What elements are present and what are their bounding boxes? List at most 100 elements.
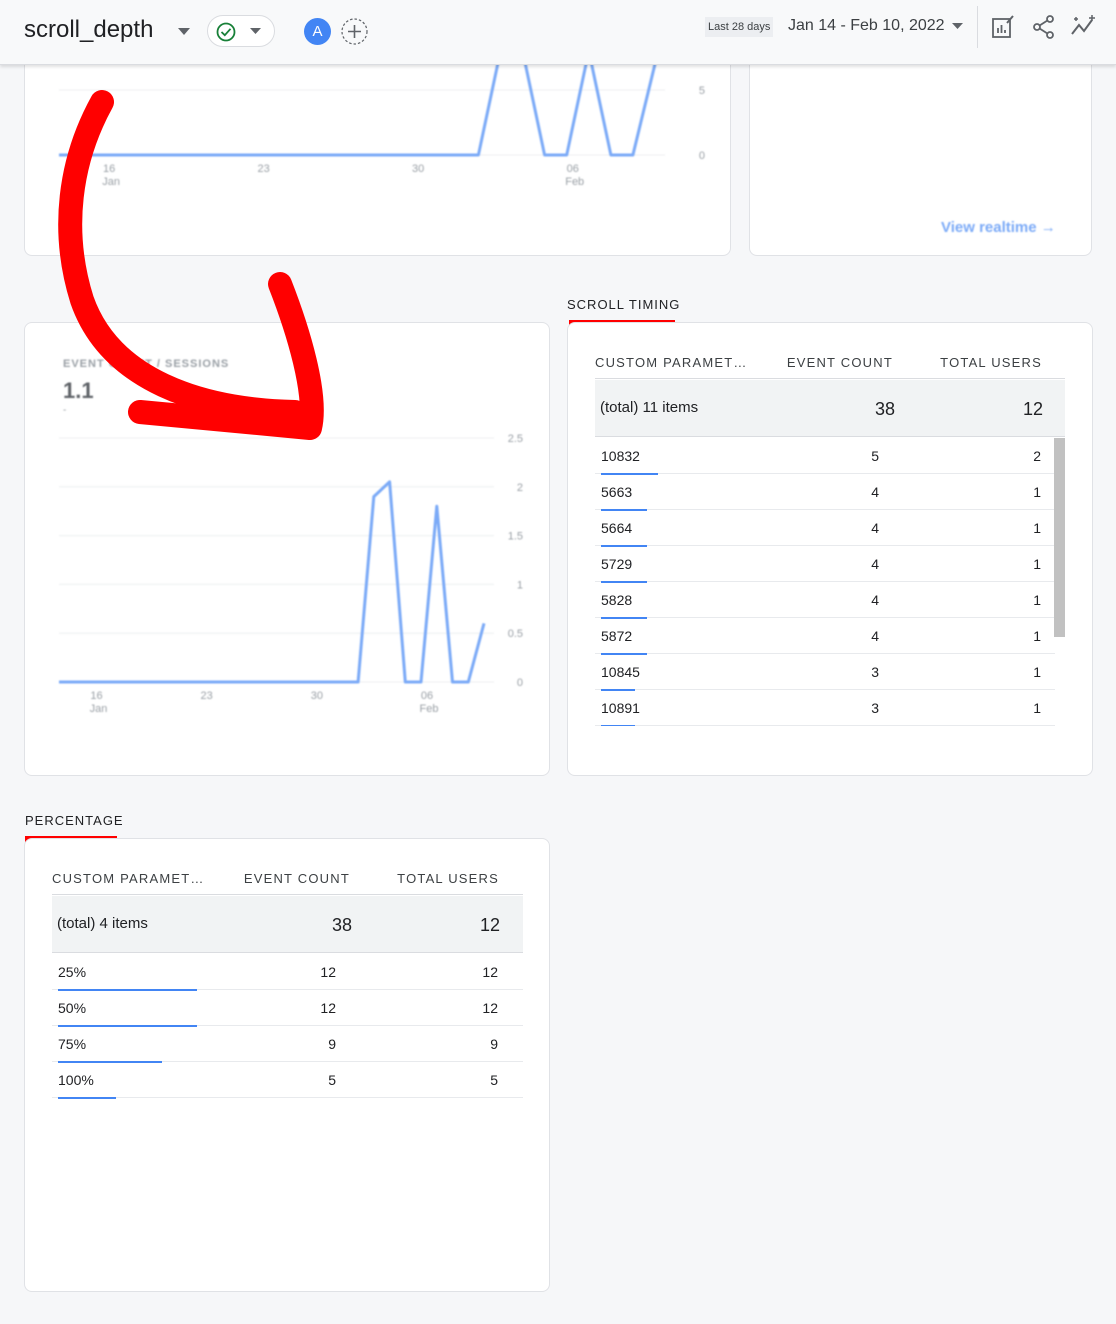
- table-header: CUSTOM PARAMET… EVENT COUNT TOTAL USERS: [595, 323, 1065, 379]
- metric-subtext: -: [63, 405, 67, 416]
- param-value[interactable]: 100%: [58, 1072, 94, 1088]
- total-label: (total) 11 items: [600, 399, 699, 416]
- table-row[interactable]: 75% 9 9: [52, 1026, 523, 1063]
- total-users-value: 1: [1033, 664, 1041, 680]
- total-users-value: 12: [482, 964, 498, 980]
- table-scrollbar[interactable]: [1054, 438, 1065, 637]
- avatar[interactable]: A: [304, 18, 331, 45]
- total-users-value: 1: [1033, 628, 1041, 644]
- x-tick-month: Feb: [420, 703, 439, 715]
- column-header-event-count[interactable]: EVENT COUNT: [243, 871, 350, 886]
- report-title: scroll_depth: [24, 16, 154, 43]
- status-dropdown[interactable]: [207, 15, 275, 47]
- event-count-value: 5: [871, 448, 879, 464]
- total-users-value: 1: [1033, 700, 1041, 716]
- table-row[interactable]: 50% 12 12: [52, 990, 523, 1027]
- table-row[interactable]: 5828 4 1: [595, 582, 1055, 619]
- view-realtime-label: View realtime: [941, 219, 1037, 236]
- metric-value: 1.1: [63, 378, 94, 403]
- event-count-value: 12: [320, 964, 336, 980]
- scroll-timing-card: CUSTOM PARAMET… EVENT COUNT TOTAL USERS (to…: [567, 322, 1093, 776]
- total-users-value: 1: [1033, 592, 1041, 608]
- column-header-param[interactable]: CUSTOM PARAMET…: [52, 871, 205, 886]
- table-row[interactable]: 5872 4 1: [595, 618, 1055, 655]
- event-count-value: 4: [871, 556, 879, 572]
- title-dropdown-icon[interactable]: [178, 28, 190, 36]
- param-value[interactable]: 10832: [601, 448, 640, 464]
- column-header-param[interactable]: CUSTOM PARAMET…: [595, 355, 748, 370]
- view-realtime-link[interactable]: View realtime →: [941, 219, 1056, 236]
- insights-icon[interactable]: [1070, 14, 1098, 40]
- total-users-total: 12: [479, 915, 500, 935]
- param-value[interactable]: 10845: [601, 664, 640, 680]
- edit-report-icon[interactable]: [990, 14, 1016, 40]
- series-line: [59, 480, 486, 684]
- event-count-value: 3: [871, 664, 879, 680]
- share-icon[interactable]: [1032, 14, 1056, 40]
- total-users-value: 9: [490, 1036, 498, 1052]
- param-value[interactable]: 75%: [58, 1036, 87, 1052]
- param-value[interactable]: 5828: [601, 592, 633, 608]
- total-event-count: 38: [331, 915, 352, 935]
- total-users-value: 2: [1033, 448, 1041, 464]
- arrow-right-icon: →: [1040, 219, 1056, 236]
- share-bar: [601, 653, 647, 655]
- x-tick-label: 16: [90, 690, 102, 702]
- column-header-total-users[interactable]: TOTAL USERS: [940, 355, 1042, 370]
- total-event-count: 38: [874, 399, 895, 419]
- table-row[interactable]: 5729 4 1: [595, 546, 1055, 583]
- x-tick-label: 06: [567, 163, 579, 175]
- total-row: (total) 11 items 38 12: [595, 380, 1065, 437]
- date-range-selector[interactable]: Jan 14 - Feb 10, 2022: [788, 17, 945, 34]
- table-row[interactable]: 10891 3 1: [595, 690, 1055, 726]
- column-header-event-count[interactable]: EVENT COUNT: [786, 355, 893, 370]
- table-row[interactable]: 10832 5 2: [595, 438, 1055, 475]
- param-value[interactable]: 5872: [601, 628, 633, 644]
- table-body: 25% 12 12 50% 12 12 75% 9 9 100% 5 5: [52, 954, 523, 1254]
- y-tick-label: 0: [517, 677, 523, 689]
- x-tick-label: 23: [201, 690, 213, 702]
- table-row[interactable]: 10845 3 1: [595, 654, 1055, 691]
- param-value[interactable]: 5664: [601, 520, 633, 536]
- event-count-value: 4: [871, 484, 879, 500]
- column-header-total-users[interactable]: TOTAL USERS: [397, 871, 499, 886]
- table-row[interactable]: 100% 5 5: [52, 1062, 523, 1099]
- total-label: (total) 4 items: [57, 915, 148, 932]
- y-tick-label: 5: [699, 85, 705, 97]
- event-count-value: 9: [328, 1036, 336, 1052]
- x-tick-month: Jan: [90, 703, 108, 715]
- share-bar: [601, 473, 658, 475]
- share-bar: [58, 989, 197, 991]
- table-row[interactable]: 5664 4 1: [595, 510, 1055, 547]
- x-tick-label: 06: [421, 690, 433, 702]
- date-dropdown-icon[interactable]: [952, 23, 963, 30]
- param-value[interactable]: 5663: [601, 484, 633, 500]
- table-row[interactable]: 25% 12 12: [52, 954, 523, 991]
- total-users-value: 5: [490, 1072, 498, 1088]
- users-trend-card: 5 0 16 Jan 23 30 06 Feb: [24, 40, 731, 256]
- param-value[interactable]: 5729: [601, 556, 633, 572]
- param-value[interactable]: 25%: [58, 964, 87, 980]
- param-value[interactable]: 10891: [601, 700, 640, 716]
- chevron-down-icon: [250, 28, 261, 34]
- share-bar: [601, 617, 647, 619]
- table-row[interactable]: 5663 4 1: [595, 474, 1055, 511]
- share-bar: [601, 581, 647, 583]
- share-bar: [601, 545, 647, 547]
- add-comparison-icon[interactable]: [340, 17, 369, 46]
- total-users-total: 12: [1022, 399, 1043, 419]
- y-tick-label: 1: [517, 579, 523, 591]
- share-bar: [601, 689, 636, 691]
- share-bar: [601, 509, 647, 511]
- x-tick-month: Feb: [565, 176, 584, 188]
- y-tick-label: 0.5: [508, 628, 523, 640]
- y-tick-label: 2: [517, 482, 523, 494]
- x-tick-label: 30: [311, 690, 323, 702]
- event-count-value: 5: [328, 1072, 336, 1088]
- param-value[interactable]: 50%: [58, 1000, 87, 1016]
- total-row: (total) 4 items 38 12: [52, 896, 523, 953]
- x-tick-label: 30: [412, 163, 424, 175]
